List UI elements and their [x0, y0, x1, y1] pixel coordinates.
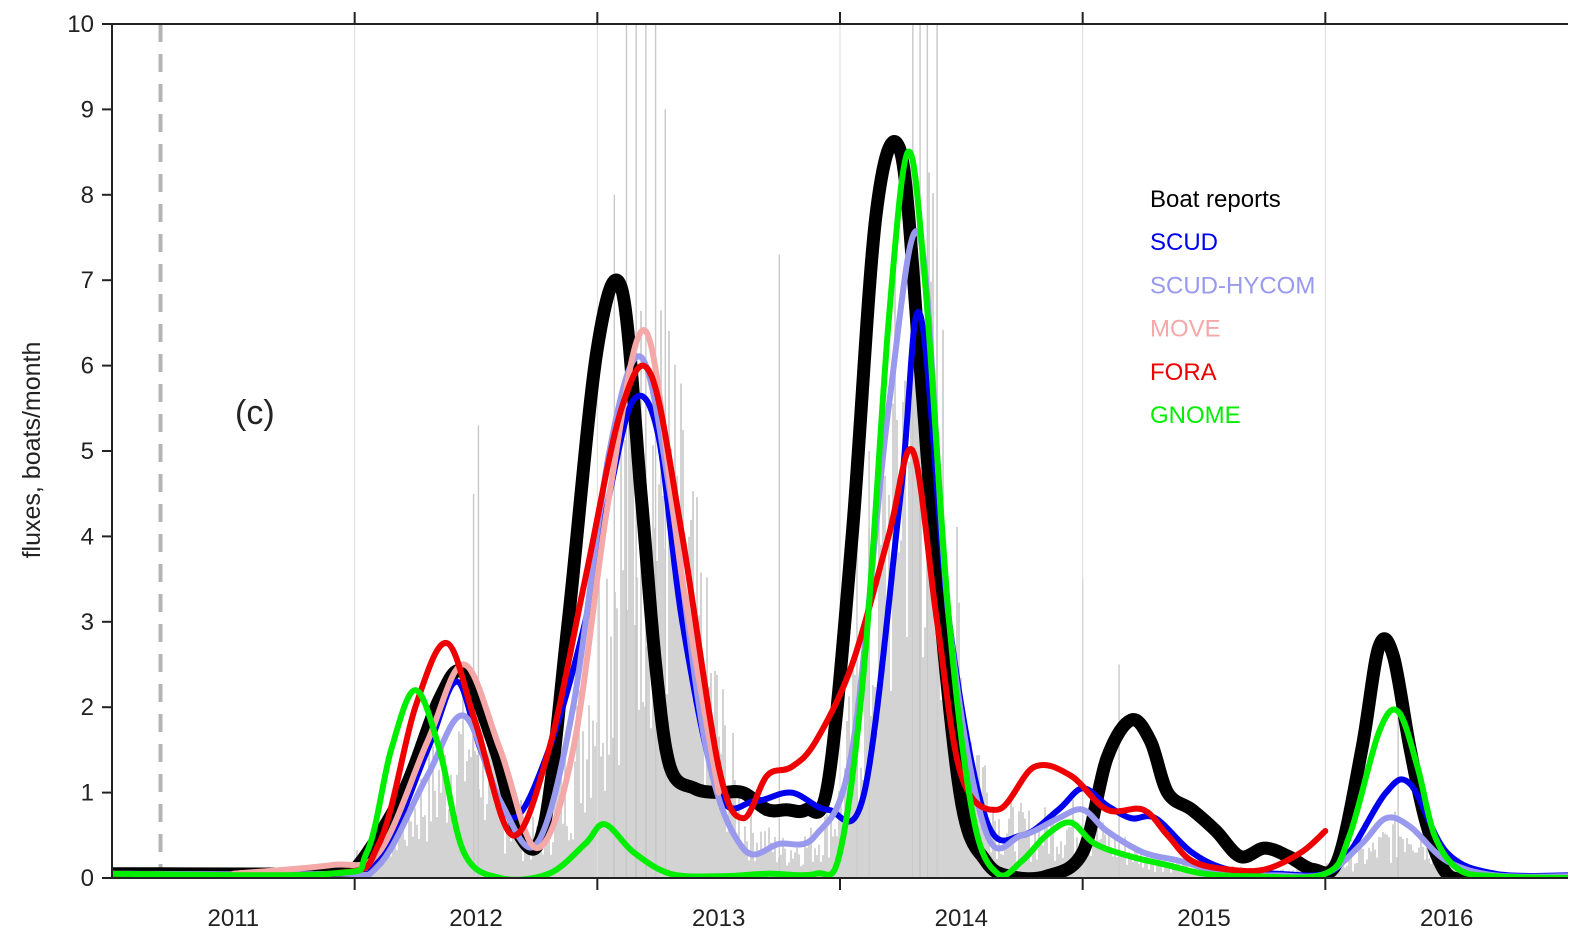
x-tick-label-2012: 2012 [449, 905, 502, 932]
tick-labels: 0 1 2 3 4 5 6 7 8 9 10 2011 2012 2013 2014 2015 2016 [67, 11, 1473, 932]
y-tick-label-3: 3 [81, 609, 94, 636]
x-tick-label-2011: 2011 [208, 905, 260, 932]
y-axis-title: fluxes, boats/month [18, 342, 46, 559]
y-tick-label-7: 7 [81, 267, 94, 294]
series-line-fora [112, 362, 1329, 878]
y-tick-label-8: 8 [81, 182, 94, 209]
y-tick-label-9: 9 [81, 96, 94, 123]
series-line-gnome [112, 148, 1568, 878]
gridlines [354, 24, 1326, 878]
y-tick-label-10: 10 [67, 11, 94, 38]
y-tick-label-1: 1 [81, 780, 94, 807]
legend: Boat reports SCUD SCUD-HYCOM MOVE FORA GNOME [1150, 186, 1315, 429]
legend-label-boat-reports: Boat reports [1150, 186, 1281, 213]
legend-label-scud: SCUD [1150, 229, 1218, 256]
x-tick-label-2016: 2016 [1420, 905, 1473, 932]
y-tick-label-4: 4 [81, 523, 94, 550]
panel-label: (c) [235, 394, 275, 432]
y-tick-label-0: 0 [81, 865, 94, 892]
x-tick-label-2013: 2013 [692, 905, 745, 932]
series-lines [112, 135, 1568, 878]
legend-label-fora: FORA [1150, 359, 1217, 386]
y-tick-label-5: 5 [81, 438, 94, 465]
x-tick-label-2015: 2015 [1177, 905, 1230, 932]
legend-label-scud-hycom: SCUD-HYCOM [1150, 272, 1315, 299]
y-tick-label-2: 2 [81, 694, 94, 721]
x-tick-label-2014: 2014 [935, 905, 988, 932]
axes [102, 12, 1568, 890]
legend-label-gnome: GNOME [1150, 402, 1241, 429]
legend-label-move: MOVE [1150, 316, 1221, 343]
y-tick-label-6: 6 [81, 353, 94, 380]
